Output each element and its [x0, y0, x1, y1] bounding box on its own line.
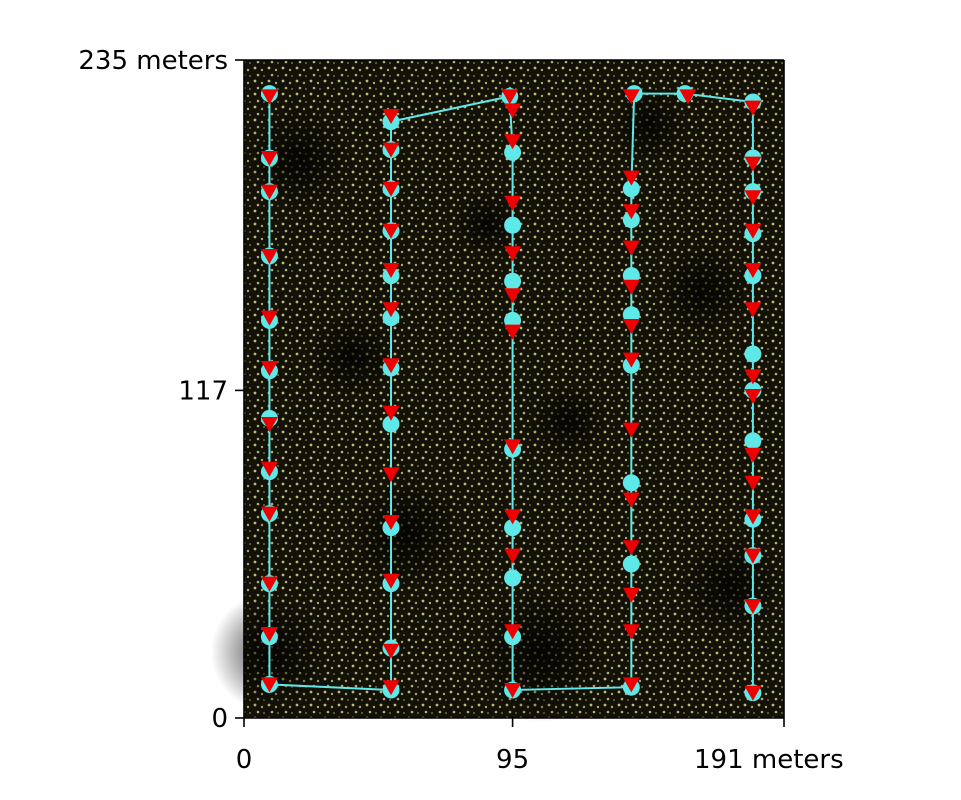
- red-point: [744, 685, 762, 701]
- field-dark-patch: [528, 381, 608, 462]
- cyan-point: [622, 474, 640, 492]
- red-point: [382, 680, 400, 696]
- cyan-point: [622, 180, 640, 198]
- red-point: [622, 422, 640, 438]
- field-dark-patch: [243, 103, 353, 214]
- red-point: [622, 352, 640, 368]
- red-point: [504, 324, 522, 340]
- red-point: [504, 548, 522, 564]
- red-point: [504, 103, 522, 119]
- red-point: [504, 509, 522, 525]
- red-point: [504, 246, 522, 262]
- x-tick-label: 0: [236, 745, 253, 775]
- red-point: [260, 184, 278, 200]
- red-point: [504, 683, 522, 698]
- cyan-point: [504, 272, 522, 290]
- red-point: [260, 417, 278, 432]
- red-point: [622, 279, 640, 295]
- red-point: [260, 89, 278, 105]
- red-point: [744, 599, 762, 614]
- cyan-point: [744, 432, 762, 450]
- red-point: [260, 506, 278, 522]
- red-point: [622, 89, 640, 105]
- red-point: [744, 190, 762, 206]
- cyan-point: [622, 211, 640, 229]
- red-point: [260, 627, 278, 642]
- cyan-point: [504, 143, 522, 161]
- red-point: [622, 170, 640, 186]
- field-dark-patch: [471, 582, 611, 723]
- y-tick-label: 235 meters: [78, 46, 228, 76]
- red-point: [744, 389, 762, 404]
- red-point: [260, 677, 278, 693]
- red-point: [504, 624, 522, 640]
- red-point: [744, 156, 762, 172]
- red-point: [622, 319, 640, 334]
- red-point: [622, 540, 640, 556]
- field-dark-patch: [452, 189, 522, 260]
- red-point: [382, 181, 400, 197]
- red-point: [622, 240, 640, 256]
- red-point: [622, 587, 640, 603]
- field-dark-patch: [307, 311, 397, 402]
- field-dark-patch: [609, 85, 689, 166]
- cyan-point: [382, 415, 400, 433]
- red-point: [504, 288, 522, 304]
- red-point: [382, 405, 400, 421]
- red-point: [744, 223, 762, 239]
- y-tick-label: 0: [211, 704, 228, 734]
- red-point: [744, 263, 762, 278]
- red-point: [744, 100, 762, 116]
- field-dark-patch: [211, 592, 331, 713]
- red-point: [679, 89, 697, 105]
- red-point: [260, 151, 278, 166]
- red-point: [382, 515, 400, 530]
- red-point: [382, 263, 400, 278]
- red-point: [382, 223, 400, 239]
- y-tick-label: 117: [178, 376, 228, 406]
- red-point: [382, 467, 400, 483]
- red-point: [382, 142, 400, 158]
- cyan-point: [622, 555, 640, 573]
- cyan-point: [504, 569, 522, 587]
- red-point: [744, 475, 762, 491]
- red-point: [382, 573, 400, 589]
- red-point: [260, 310, 278, 326]
- cyan-point: [382, 309, 400, 327]
- field-dark-patch: [675, 531, 785, 642]
- red-point: [622, 492, 640, 508]
- cyan-point: [744, 345, 762, 363]
- field-dark-patch: [346, 473, 466, 594]
- x-tick-label: 191 meters: [694, 745, 844, 775]
- red-point: [744, 447, 762, 463]
- red-point: [744, 369, 762, 385]
- field-background: [211, 60, 785, 723]
- red-point: [622, 204, 640, 220]
- red-point: [504, 195, 522, 211]
- red-point: [260, 461, 278, 477]
- red-point: [622, 624, 640, 640]
- red-point: [744, 548, 762, 564]
- cyan-point: [504, 216, 522, 234]
- red-marker-series: [260, 89, 762, 701]
- red-point: [744, 302, 762, 318]
- x-tick-label: 95: [496, 745, 529, 775]
- axes: 0 95 191 meters 0 117 235 meters: [78, 46, 843, 775]
- red-point: [382, 643, 400, 659]
- red-point: [382, 302, 400, 318]
- red-point: [260, 249, 278, 264]
- red-point: [382, 109, 400, 124]
- red-point: [622, 677, 640, 693]
- red-point: [382, 358, 400, 374]
- red-point: [501, 89, 519, 105]
- red-point: [744, 509, 762, 525]
- red-point: [504, 439, 522, 455]
- field-dark-patch: [653, 240, 753, 341]
- red-point: [504, 134, 522, 150]
- red-point: [260, 576, 278, 592]
- cyan-point: [504, 519, 522, 537]
- red-point: [260, 361, 278, 376]
